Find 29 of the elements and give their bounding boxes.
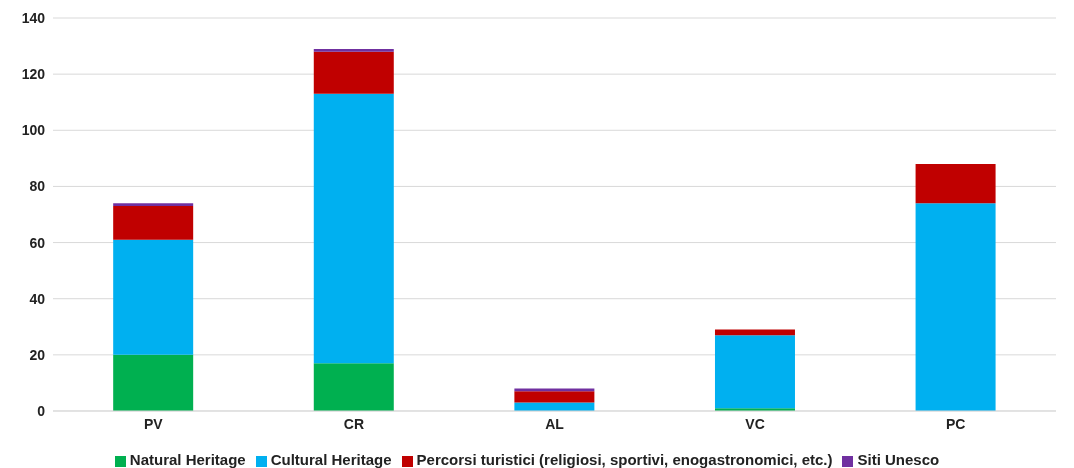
x-tick-label: VC: [745, 415, 765, 432]
y-tick-label: 40: [29, 290, 46, 307]
x-tick-label: PV: [143, 415, 164, 432]
legend-label: Cultural Heritage: [270, 451, 392, 468]
y-tick-label: 0: [37, 402, 46, 419]
bar: [915, 163, 996, 204]
y-tick-label: 20: [29, 346, 46, 363]
bar: [313, 363, 394, 411]
legend-label: Percorsi turistici (religiosi, sportivi, enogastronomici, etc.): [416, 451, 833, 468]
bar: [514, 391, 595, 403]
bar: [313, 51, 394, 94]
bar: [313, 93, 394, 364]
y-tick-label: 100: [21, 122, 46, 139]
y-tick-label: 120: [21, 66, 46, 83]
bar: [113, 203, 194, 207]
bar: [113, 239, 194, 355]
legend-label: Siti Unesco: [857, 451, 940, 468]
y-tick-label: 80: [29, 178, 46, 195]
bar: [113, 354, 194, 411]
legend-label: Natural Heritage: [129, 451, 246, 468]
x-tick-label: CR: [343, 415, 365, 432]
bar: [313, 48, 394, 52]
x-tick-label: AL: [545, 415, 565, 432]
bar: [915, 203, 996, 411]
bar: [714, 335, 795, 409]
y-tick-label: 60: [29, 234, 46, 251]
bar: [113, 206, 194, 240]
x-tick-label: PC: [945, 415, 966, 432]
y-tick-label: 140: [21, 9, 46, 26]
